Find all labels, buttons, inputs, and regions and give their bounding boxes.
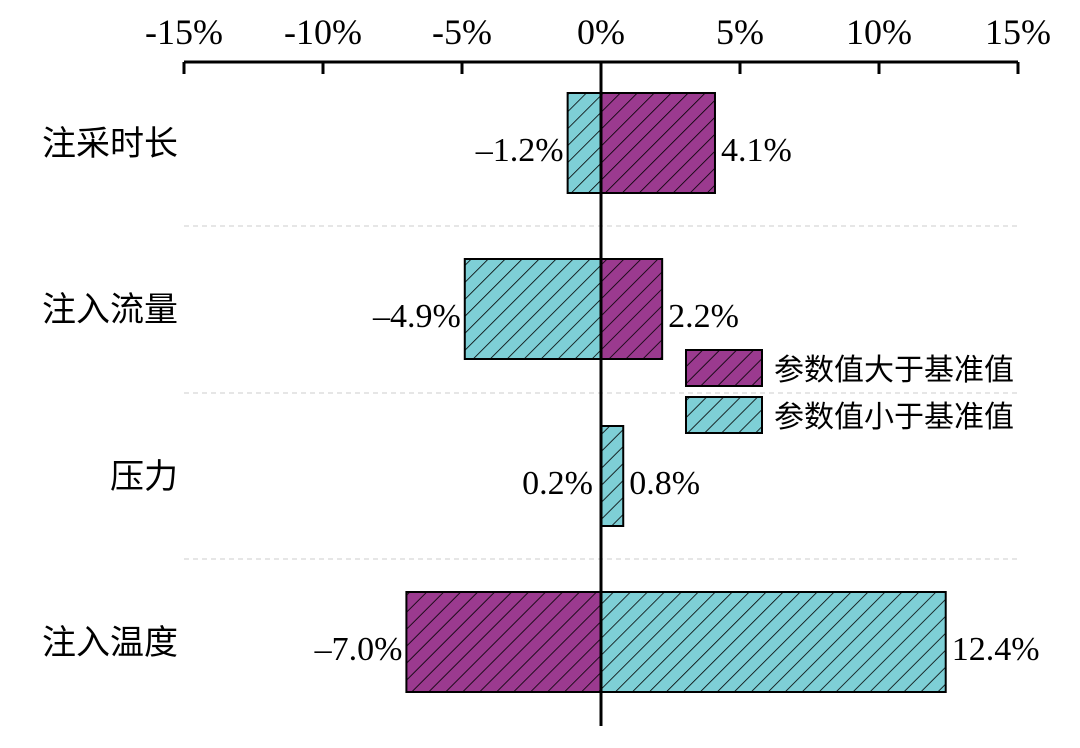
category-label: 注入温度	[42, 623, 178, 663]
bar-above-1	[600, 258, 664, 360]
value-label: 2.2%	[668, 298, 739, 335]
x-tick-label: -15%	[145, 12, 223, 52]
value-label: 12.4%	[952, 631, 1040, 668]
value-label: 4.1%	[721, 132, 792, 169]
value-label: –1.2%	[475, 132, 564, 169]
legend-label-above: 参数值大于基准值	[774, 353, 1014, 388]
x-axis: -15% -10% -5% 0% 5% 10% 15%	[145, 12, 1051, 74]
value-label: –4.9%	[372, 298, 461, 335]
legend-label-below: 参数值小于基准值	[774, 400, 1014, 435]
x-tick-label: -5%	[432, 12, 492, 52]
x-tick-label: 5%	[716, 12, 764, 52]
x-tick-label: 0%	[577, 12, 625, 52]
value-labels: 4.1% –1.2% 2.2% –4.9% 0.2% 0.8% –7.0% 12.4%	[314, 132, 1040, 668]
value-label: 0.8%	[629, 465, 700, 502]
value-label: –7.0%	[314, 631, 403, 668]
bars	[405, 62, 947, 726]
value-label: 0.2%	[522, 465, 593, 502]
bar-above-0	[600, 92, 716, 194]
bar-below-1	[463, 258, 602, 360]
x-tick-label: 10%	[846, 12, 912, 52]
legend: 参数值大于基准值 参数值小于基准值	[685, 349, 1014, 435]
bar-above-3	[405, 591, 602, 693]
bar-below-3	[600, 591, 947, 693]
legend-swatch-above	[685, 349, 763, 387]
bar-below-0	[566, 92, 603, 194]
bar-below-2	[600, 425, 625, 527]
category-label: 压力	[110, 457, 178, 497]
x-tick-label: -10%	[284, 12, 362, 52]
x-tick-label: 15%	[985, 12, 1051, 52]
legend-swatch-below	[685, 396, 763, 434]
category-label: 注采时长	[42, 124, 178, 164]
category-label: 注入流量	[42, 290, 178, 330]
